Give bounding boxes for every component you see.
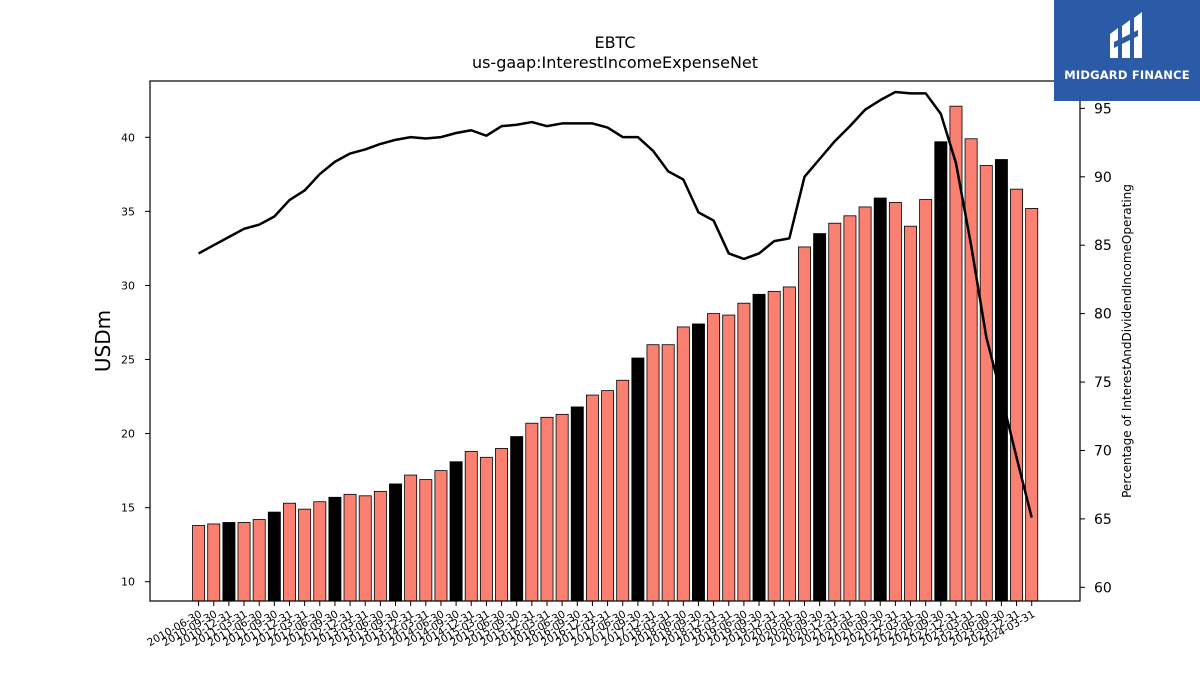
right-y-axis: 60 65 70 75 80 85 90 95	[1080, 101, 1112, 596]
bar	[495, 448, 509, 602]
bar	[555, 413, 569, 602]
bar	[237, 522, 251, 602]
bar	[328, 496, 342, 602]
y2-tick-label: 90	[1094, 170, 1112, 186]
bar	[813, 233, 827, 602]
bar	[343, 493, 357, 602]
bar	[843, 215, 857, 602]
bar	[358, 495, 372, 602]
y2-tick-label: 80	[1094, 307, 1112, 323]
bar	[979, 165, 993, 602]
bar	[767, 290, 781, 602]
bar	[616, 379, 630, 602]
x-axis: 2010-06-302010-09-302010-12-312011-03-31…	[145, 601, 1037, 649]
y-tick-label: 15	[121, 502, 135, 515]
y2-tick-label: 60	[1094, 580, 1112, 596]
bar	[449, 461, 463, 602]
y-axis-label: USDm	[91, 310, 115, 372]
bar	[752, 293, 766, 602]
y-tick-label: 40	[121, 131, 135, 144]
bar	[904, 225, 917, 602]
bar	[313, 501, 327, 602]
chart-title: EBTC	[594, 33, 635, 52]
bar	[192, 525, 206, 602]
y2-tick-label: 85	[1094, 238, 1112, 254]
bar	[298, 508, 312, 602]
bar	[585, 394, 599, 602]
bar	[631, 357, 645, 602]
bar	[888, 202, 902, 602]
bar	[479, 456, 493, 602]
y-tick-label: 10	[121, 576, 135, 589]
y-tick-label: 20	[121, 428, 135, 441]
bar	[283, 502, 296, 602]
y2-tick-label: 75	[1094, 375, 1112, 391]
bar	[434, 470, 448, 602]
bar	[601, 390, 615, 602]
y-tick-label: 25	[121, 354, 135, 367]
bar	[646, 344, 660, 602]
brand-logo: MIDGARD FINANCE	[1054, 0, 1200, 101]
bar	[782, 286, 796, 602]
bar	[252, 519, 266, 602]
bar	[692, 323, 705, 602]
bar	[707, 313, 721, 602]
y2-tick-label: 65	[1094, 512, 1112, 528]
bar	[464, 450, 478, 602]
bar	[207, 523, 221, 602]
percentage-line	[198, 90, 1033, 518]
bar	[570, 406, 584, 602]
y-tick-label: 35	[121, 205, 135, 218]
bar	[964, 138, 978, 602]
bar	[858, 206, 872, 602]
y2-tick-label: 70	[1094, 443, 1112, 459]
bar	[389, 483, 402, 602]
bar	[934, 141, 948, 602]
y-tick-label: 30	[121, 279, 135, 292]
chart-subtitle: us-gaap:InterestIncomeExpenseNet	[472, 53, 758, 72]
bar	[737, 302, 751, 602]
plot-frame	[149, 80, 1081, 602]
bar	[404, 474, 418, 602]
bar	[919, 199, 933, 602]
bar	[1025, 208, 1039, 602]
bar-series	[192, 105, 1039, 602]
bar	[1010, 188, 1024, 602]
brand-name: MIDGARD FINANCE	[1064, 68, 1190, 82]
bar	[373, 490, 387, 602]
bar	[661, 344, 675, 602]
bar	[419, 479, 433, 602]
bar	[676, 326, 690, 602]
bar	[873, 197, 887, 602]
bar	[828, 222, 842, 602]
bar	[798, 246, 811, 602]
bar	[510, 436, 524, 602]
y2-axis-label: Percentage of InterestAndDividendIncomeO…	[1120, 184, 1134, 498]
midgard-logo-icon	[1110, 12, 1142, 58]
bar	[222, 522, 236, 602]
bar	[540, 416, 554, 602]
bar	[267, 511, 281, 602]
left-y-axis: 10 15 20 25 30 35 40	[121, 131, 150, 589]
y2-tick-label: 95	[1094, 101, 1112, 117]
bar	[722, 314, 736, 602]
bar	[525, 422, 539, 602]
